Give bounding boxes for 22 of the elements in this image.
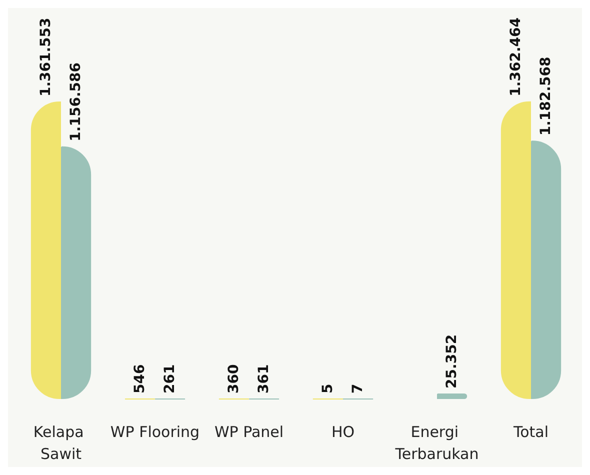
x-tick-label: HO [331, 423, 355, 441]
bar [61, 146, 92, 399]
x-tick-label: WP Flooring [110, 423, 200, 441]
data-label: 360 [226, 364, 242, 394]
x-tick-label: Kelapa Sawit [33, 423, 89, 463]
bar [30, 102, 61, 399]
data-label: 261 [162, 364, 178, 394]
data-label: 7 [350, 384, 366, 394]
x-tick-label: Energi Terbarukan [394, 423, 479, 463]
bar [437, 393, 468, 399]
x-tick-label: WP Panel [214, 423, 284, 441]
bar [500, 101, 531, 399]
data-label: 1.362.464 [508, 17, 524, 96]
x-tick-label: Total [512, 423, 549, 441]
bar [531, 140, 562, 399]
data-label: 546 [132, 364, 148, 394]
data-label: 1.156.586 [68, 62, 84, 142]
data-label: 1.361.553 [38, 18, 54, 97]
data-label: 5 [320, 384, 336, 394]
data-label: 1.182.568 [538, 56, 554, 136]
data-label: 25.352 [444, 334, 460, 388]
data-label: 361 [256, 364, 272, 394]
